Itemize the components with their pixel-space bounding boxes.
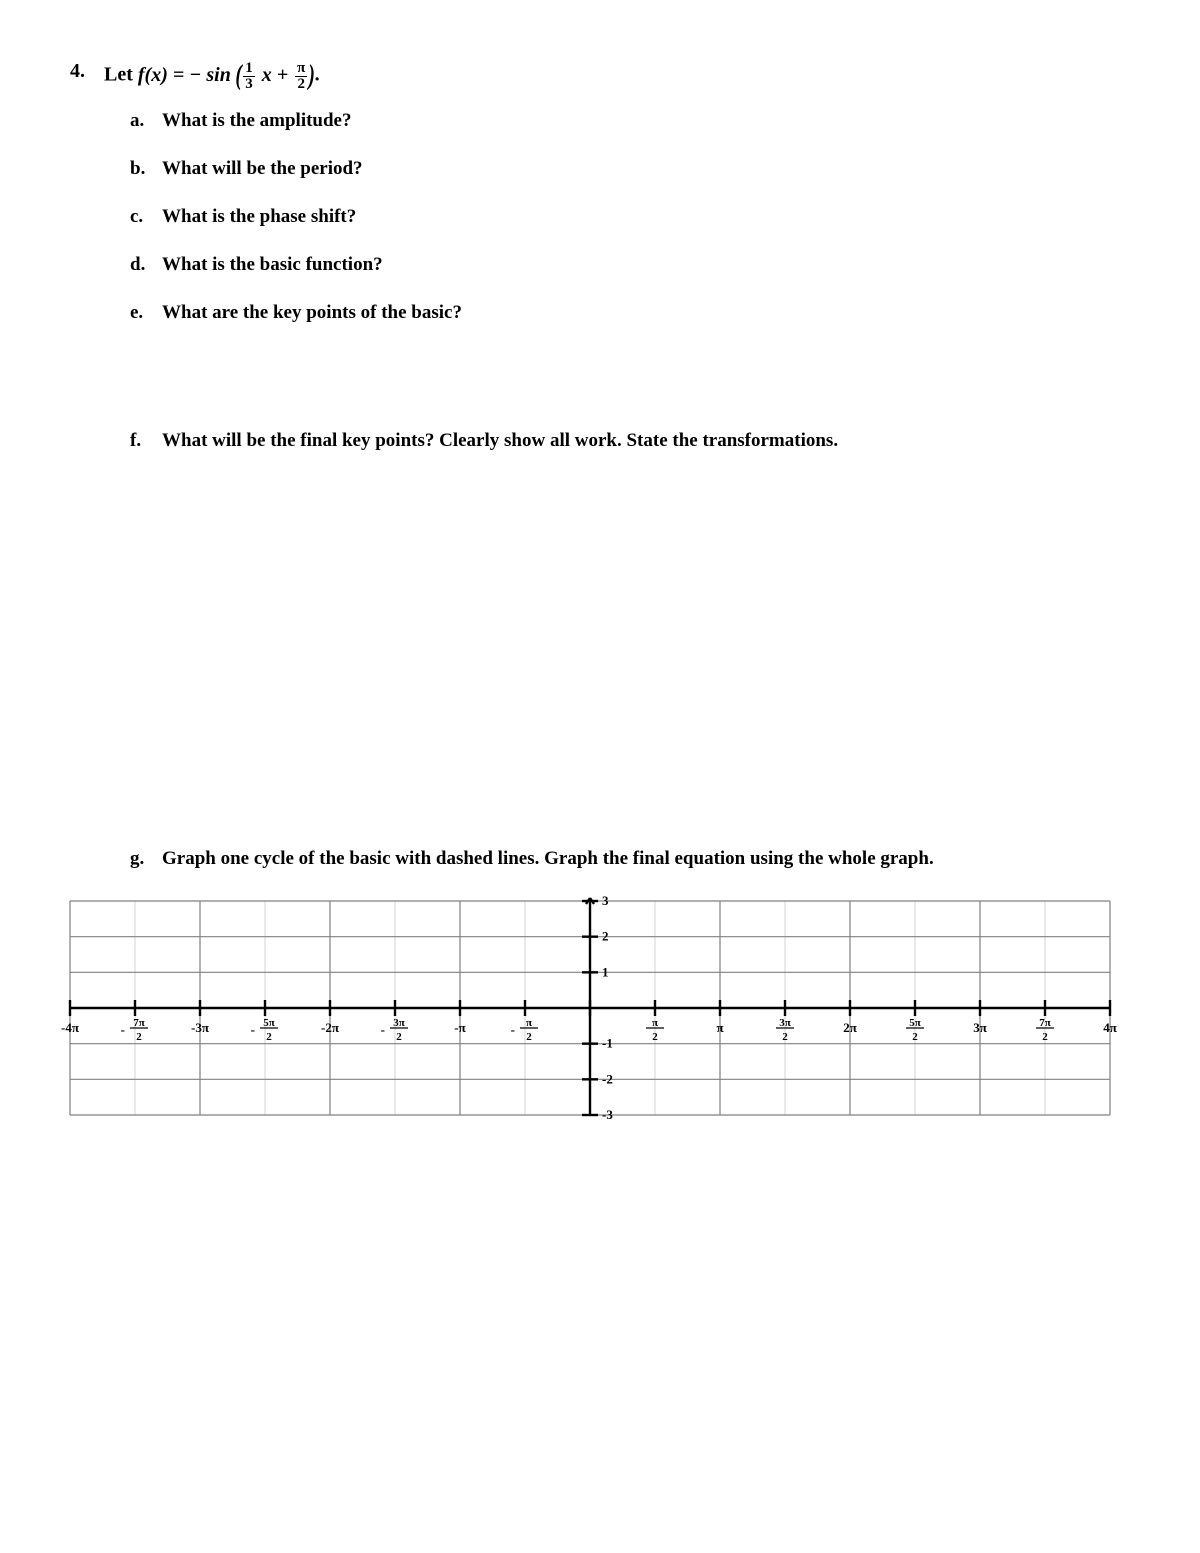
svg-text:-4π: -4π — [61, 1020, 79, 1035]
svg-text:3π: 3π — [779, 1017, 791, 1029]
svg-text:5π: 5π — [263, 1017, 275, 1029]
svg-text:2: 2 — [1042, 1031, 1048, 1043]
svg-text:π: π — [716, 1020, 723, 1035]
svg-text:3π: 3π — [393, 1017, 405, 1029]
subpart-g: g. Graph one cycle of the basic with das… — [130, 848, 1130, 870]
svg-text:3: 3 — [602, 896, 609, 908]
worksheet-page: 4. Let f(x) = − sin (13 x + π2). a. What… — [0, 0, 1200, 1553]
svg-text:2: 2 — [136, 1031, 142, 1043]
svg-text:2: 2 — [526, 1031, 532, 1043]
svg-text:7π: 7π — [133, 1017, 145, 1029]
svg-text:-3: -3 — [602, 1107, 613, 1122]
svg-text:2: 2 — [396, 1031, 402, 1043]
svg-text:2: 2 — [782, 1031, 788, 1043]
workspace-gap-f — [130, 478, 1130, 848]
workspace-gap-e — [130, 350, 1130, 430]
subpart-d: d. What is the basic function? — [130, 254, 1130, 276]
svg-text:-3π: -3π — [191, 1020, 209, 1035]
svg-text:π: π — [526, 1017, 532, 1029]
svg-text:-: - — [251, 1022, 255, 1037]
svg-text:2π: 2π — [843, 1020, 857, 1035]
question-number: 4. — [70, 60, 104, 83]
svg-text:2: 2 — [266, 1031, 272, 1043]
svg-text:3π: 3π — [973, 1020, 987, 1035]
stem-math: f(x) = − sin (13 x + π2) — [138, 64, 315, 86]
svg-text:-2: -2 — [602, 1071, 613, 1086]
svg-text:-2π: -2π — [321, 1020, 339, 1035]
subpart-e: e. What are the key points of the basic? — [130, 302, 1130, 324]
question-text: Let f(x) = − sin (13 x + π2). — [104, 60, 1130, 92]
svg-text:-: - — [511, 1022, 515, 1037]
subpart-c: c. What is the phase shift? — [130, 206, 1130, 228]
subpart-a: a. What is the amplitude? — [130, 110, 1130, 132]
stem-prefix: Let — [104, 64, 138, 86]
subpart-b: b. What will be the period? — [130, 158, 1130, 180]
subparts-list: a. What is the amplitude? b. What will b… — [130, 110, 1130, 870]
svg-text:-1: -1 — [602, 1036, 613, 1051]
svg-text:-π: -π — [454, 1020, 465, 1035]
coordinate-grid: -4π7π2--3π5π2--2π3π2--ππ2-π2π3π22π5π23π7… — [60, 896, 1120, 1156]
svg-text:2: 2 — [912, 1031, 918, 1043]
subpart-f: f. What will be the final key points? Cl… — [130, 430, 1130, 452]
svg-text:π: π — [652, 1017, 658, 1029]
svg-text:-: - — [121, 1022, 125, 1037]
grid-svg: -4π7π2--3π5π2--2π3π2--ππ2-π2π3π22π5π23π7… — [60, 896, 1120, 1151]
svg-text:2: 2 — [602, 929, 609, 944]
svg-text:2: 2 — [652, 1031, 658, 1043]
svg-text:7π: 7π — [1039, 1017, 1051, 1029]
question-stem: 4. Let f(x) = − sin (13 x + π2). — [70, 60, 1130, 92]
svg-text:1: 1 — [602, 964, 609, 979]
svg-text:4π: 4π — [1103, 1020, 1117, 1035]
svg-text:-: - — [381, 1022, 385, 1037]
svg-text:5π: 5π — [909, 1017, 921, 1029]
